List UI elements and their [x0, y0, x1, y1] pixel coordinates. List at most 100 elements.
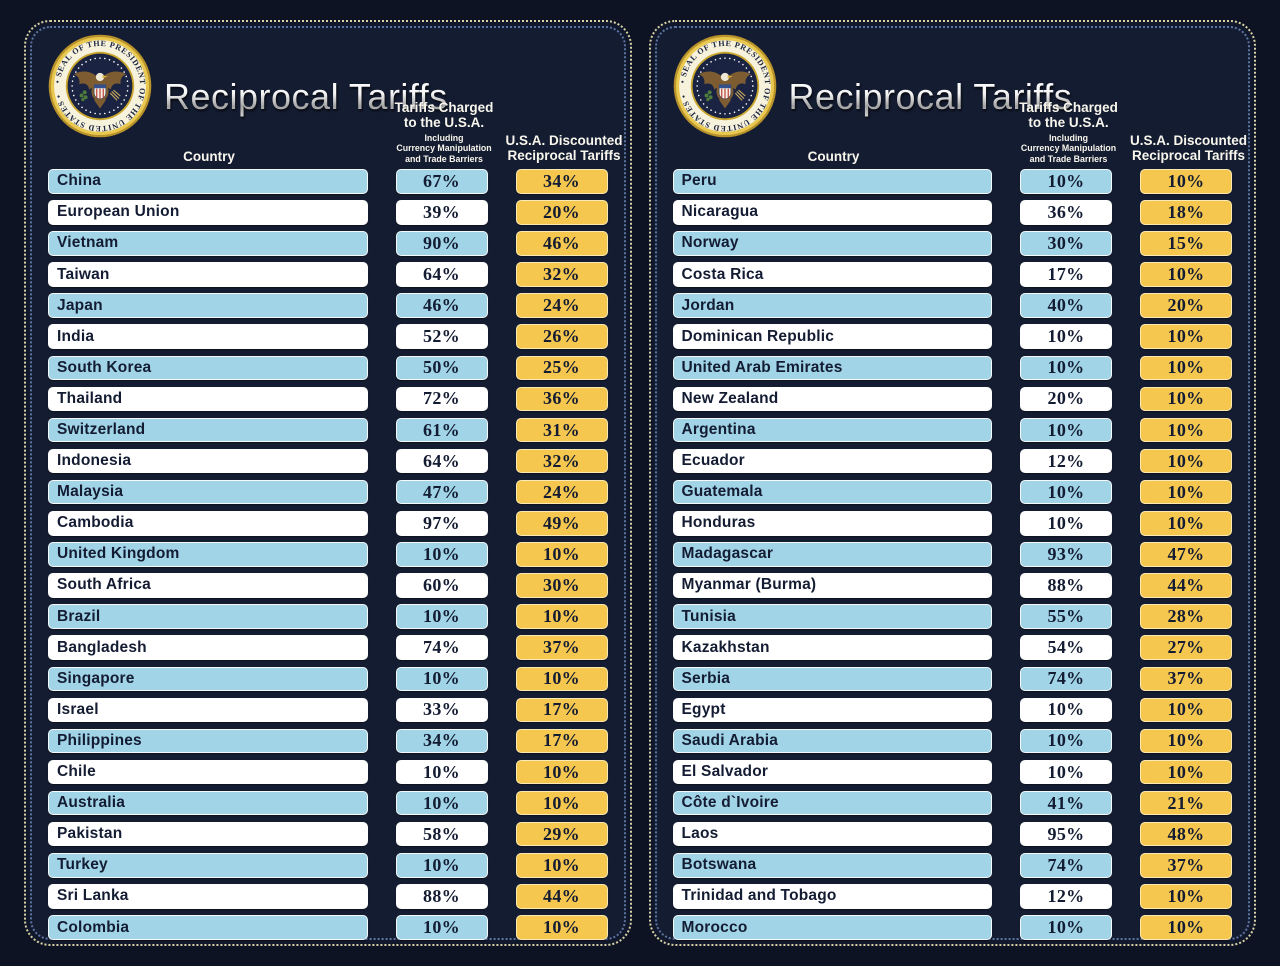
table-row: Bangladesh 74% 37%	[48, 635, 608, 660]
tariffs-charged-cell: 20%	[1020, 386, 1112, 412]
tariffs-charged-cell: 30%	[1020, 231, 1112, 256]
presidential-seal-icon: • SEAL OF THE PRESIDENT OF THE UNITED ST…	[671, 32, 779, 140]
tariffs-charged-cell: 10%	[395, 542, 488, 567]
tariff-panel-left: • SEAL OF THE PRESIDENT OF THE UNITED ST…	[24, 20, 632, 946]
discounted-tariff-cell: 36%	[515, 386, 608, 412]
tariffs-charged-cell: 97%	[395, 511, 488, 536]
country-cell: Dominican Republic	[672, 324, 992, 349]
column-header-tariffs-charged: Tariffs Charged to the U.S.A. Including …	[394, 100, 494, 164]
tariffs-charged-cell: 74%	[395, 635, 488, 660]
table-row: Indonesia 64% 32%	[48, 448, 608, 474]
country-cell: Pakistan	[48, 821, 368, 847]
discounted-tariff-cell: 24%	[515, 479, 608, 505]
tariffs-charged-cell: 10%	[1020, 169, 1112, 194]
tariff-panel-right: • SEAL OF THE PRESIDENT OF THE UNITED ST…	[648, 20, 1256, 946]
discounted-tariff-cell: 10%	[1140, 324, 1232, 349]
discounted-tariff-cell: 28%	[1140, 604, 1232, 629]
table-row: Egypt 10% 10%	[672, 697, 1232, 723]
discounted-tariff-cell: 34%	[515, 169, 608, 194]
discounted-tariff-cell: 10%	[1140, 448, 1232, 474]
country-cell: El Salvador	[672, 759, 992, 785]
column-header-country: Country	[183, 149, 235, 164]
tariffs-charged-cell: 12%	[1020, 884, 1112, 909]
tariffs-charged-cell: 67%	[395, 169, 488, 194]
discounted-tariff-cell: 32%	[515, 262, 608, 287]
country-cell: Botswana	[672, 853, 992, 878]
table-row: Kazakhstan 54% 27%	[672, 635, 1232, 660]
country-cell: Kazakhstan	[672, 635, 992, 660]
discounted-tariff-cell: 10%	[515, 759, 608, 785]
table-row: Chile 10% 10%	[48, 759, 608, 785]
country-cell: New Zealand	[672, 386, 992, 412]
discounted-tariff-cell: 29%	[515, 821, 608, 847]
discounted-tariff-cell: 48%	[1140, 821, 1232, 847]
discounted-tariff-cell: 24%	[515, 293, 608, 318]
tariffs-charged-cell: 93%	[1020, 542, 1112, 567]
table-row: Ecuador 12% 10%	[672, 448, 1232, 474]
country-cell: Brazil	[48, 604, 368, 629]
table-row: South Africa 60% 30%	[48, 573, 608, 598]
discounted-tariff-cell: 17%	[515, 697, 608, 723]
table-row: Saudi Arabia 10% 10%	[672, 728, 1232, 754]
table-row: Brazil 10% 10%	[48, 604, 608, 629]
table-row: Japan 46% 24%	[48, 293, 608, 318]
table-row: Honduras 10% 10%	[672, 511, 1232, 536]
tariffs-charged-cell: 10%	[1020, 511, 1112, 536]
discounted-tariff-cell: 10%	[1140, 759, 1232, 785]
tariffs-charged-cell: 10%	[1020, 697, 1112, 723]
column-header-discounted: U.S.A. Discounted Reciprocal Tariffs	[505, 132, 623, 164]
table-row: Pakistan 58% 29%	[48, 821, 608, 847]
tariffs-charged-cell: 10%	[395, 915, 488, 940]
country-cell: Taiwan	[48, 262, 368, 287]
country-cell: Vietnam	[48, 231, 368, 256]
country-cell: South Korea	[48, 355, 368, 381]
country-cell: Trinidad and Tobago	[672, 884, 992, 909]
table-row: Vietnam 90% 46%	[48, 231, 608, 256]
tariffs-charged-cell: 55%	[1020, 604, 1112, 629]
discounted-tariff-cell: 20%	[515, 200, 608, 225]
tariffs-charged-cell: 10%	[1020, 759, 1112, 785]
discounted-tariff-cell: 32%	[515, 448, 608, 474]
discounted-tariff-cell: 10%	[1140, 728, 1232, 754]
country-cell: Chile	[48, 759, 368, 785]
tariffs-charged-cell: 46%	[395, 293, 488, 318]
discounted-tariff-cell: 18%	[1140, 200, 1232, 225]
discounted-tariff-cell: 10%	[1140, 511, 1232, 536]
discounted-tariff-cell: 10%	[1140, 417, 1232, 443]
table-row: Taiwan 64% 32%	[48, 262, 608, 287]
country-cell: United Kingdom	[48, 542, 368, 567]
country-cell: Tunisia	[672, 604, 992, 629]
tariffs-charged-cell: 61%	[395, 417, 488, 443]
country-cell: Colombia	[48, 915, 368, 940]
discounted-tariff-cell: 10%	[1140, 697, 1232, 723]
table-row: Morocco 10% 10%	[672, 915, 1232, 940]
tariffs-charged-cell: 10%	[1020, 479, 1112, 505]
presidential-seal-icon: • SEAL OF THE PRESIDENT OF THE UNITED ST…	[46, 32, 154, 140]
table-row: China 67% 34%	[48, 169, 608, 194]
country-cell: Nicaragua	[672, 200, 992, 225]
country-cell: Indonesia	[48, 448, 368, 474]
discounted-tariff-cell: 10%	[515, 666, 608, 691]
country-cell: Guatemala	[672, 479, 992, 505]
discounted-tariff-cell: 10%	[1140, 479, 1232, 505]
tariffs-charged-cell: 72%	[395, 386, 488, 412]
tariffs-charged-cell: 50%	[395, 355, 488, 381]
country-cell: China	[48, 169, 368, 194]
country-cell: Ecuador	[672, 448, 992, 474]
tariffs-charged-cell: 10%	[395, 853, 488, 878]
table-row: Guatemala 10% 10%	[672, 479, 1232, 505]
tariffs-charged-cell: 10%	[1020, 728, 1112, 754]
tariffs-charged-cell: 52%	[395, 324, 488, 349]
country-cell: Australia	[48, 790, 368, 816]
discounted-tariff-cell: 37%	[1140, 666, 1232, 691]
discounted-tariff-cell: 10%	[1140, 262, 1232, 287]
country-cell: India	[48, 324, 368, 349]
table-row: Turkey 10% 10%	[48, 853, 608, 878]
table-row: Myanmar (Burma) 88% 44%	[672, 573, 1232, 598]
table-row: Madagascar 93% 47%	[672, 542, 1232, 567]
discounted-tariff-cell: 31%	[515, 417, 608, 443]
country-cell: Côte d`Ivoire	[672, 790, 992, 816]
discounted-tariff-cell: 10%	[1140, 355, 1232, 381]
table-row: Sri Lanka 88% 44%	[48, 884, 608, 909]
